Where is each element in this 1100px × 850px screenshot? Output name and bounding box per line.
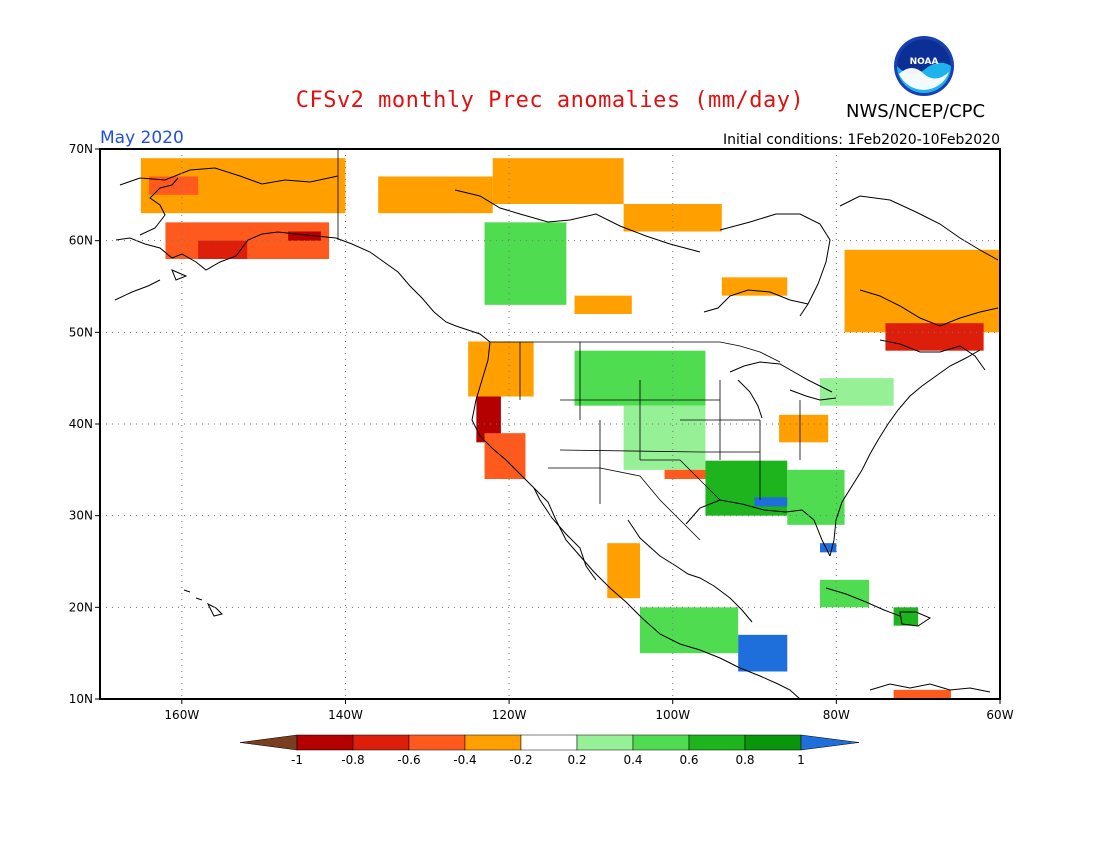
anomaly-region-29: [893, 607, 919, 626]
colorbar-bin-9: [744, 734, 802, 751]
colorbar-bin-6: [576, 734, 634, 751]
lon-tick-label-3: 100W: [655, 708, 690, 722]
anomaly-region-18: [664, 469, 714, 479]
colorbar-tick-label-1: -0.8: [341, 753, 364, 767]
lat-tick-label-5: 60N: [69, 234, 93, 248]
anomaly-region-20: [754, 497, 804, 507]
initial-conditions-label: Initial conditions: 1Feb2020-10Feb2020: [723, 132, 1000, 148]
coastlines: [114, 167, 999, 700]
lat-tick-label-3: 40N: [69, 417, 93, 431]
lon-tick-label-5: 60W: [986, 708, 1013, 722]
noaa-logo-text: NOAA: [910, 57, 939, 67]
anomaly-region-6: [492, 158, 624, 204]
lat-tick-label-6: 70N: [69, 142, 93, 156]
map-panel: [99, 148, 1001, 700]
anomaly-region-8: [484, 222, 567, 305]
anomaly-region-4: [288, 231, 321, 241]
lon-tick-label-1: 140W: [328, 708, 363, 722]
anomaly-region-27: [738, 634, 788, 672]
colorbar-tick-label-7: 0.6: [679, 753, 698, 767]
colorbar-bin-2: [352, 734, 410, 751]
anomaly-field: [140, 158, 1000, 699]
colorbar-tick-label-2: -0.6: [397, 753, 420, 767]
lon-tick-label-4: 80W: [823, 708, 850, 722]
colorbar-tick-label-3: -0.4: [453, 753, 476, 767]
lat-tick-label-1: 20N: [69, 600, 93, 614]
colorbar-bin-0: [239, 734, 298, 751]
noaa-logo: NOAA: [894, 36, 954, 96]
colorbar-bin-3: [408, 734, 466, 751]
political-boundaries: [337, 150, 801, 541]
anomaly-region-15: [484, 433, 526, 479]
anomaly-region-22: [820, 543, 837, 553]
anomaly-region-30: [893, 689, 951, 699]
lat-tick-label-0: 10N: [69, 692, 93, 706]
anomaly-region-19: [705, 460, 788, 516]
anomaly-region-23: [779, 414, 829, 443]
longitude-axis: 160W 140W 120W 100W 80W 60W: [164, 699, 1014, 722]
latitude-axis: 10N 20N 30N 40N 50N 60N 70N: [69, 142, 100, 706]
lat-tick-label-4: 50N: [69, 325, 93, 339]
colorbar-tick-label-5: 0.2: [567, 753, 586, 767]
colorbar-bin-1: [296, 734, 354, 751]
forecast-period: May 2020: [100, 128, 184, 148]
colorbar-bin-10: [800, 734, 860, 751]
colorbar-tick-label-8: 0.8: [735, 753, 754, 767]
colorbar-tick-label-0: -1: [291, 753, 303, 767]
anomaly-region-13: [468, 341, 534, 397]
colorbar-tick-label-9: 1: [797, 753, 805, 767]
colorbar-bin-7: [632, 734, 690, 751]
page-title: CFSv2 monthly Prec anomalies (mm/day): [295, 88, 805, 113]
organization-label: NWS/NCEP/CPC: [846, 101, 986, 122]
anomaly-region-25: [607, 543, 640, 599]
anomaly-region-3: [198, 240, 248, 259]
lon-tick-label-2: 120W: [492, 708, 527, 722]
colorbar-tick-label-6: 0.4: [623, 753, 642, 767]
colorbar-bin-4: [464, 734, 522, 751]
anomaly-region-1: [149, 176, 199, 195]
anomaly-region-7: [623, 204, 722, 232]
anomaly-region-24: [820, 378, 894, 406]
lat-tick-label-2: 30N: [69, 509, 93, 523]
anomaly-region-17: [623, 405, 706, 470]
colorbar-legend: -1 -0.8 -0.6 -0.4 -0.2 0.2 0.4 0.6 0.8 1: [239, 734, 860, 767]
anomaly-region-10: [721, 277, 788, 296]
colorbar-bin-5: [520, 734, 578, 751]
colorbar-tick-label-4: -0.2: [509, 753, 532, 767]
anomaly-region-11: [844, 249, 1000, 333]
colorbar-bin-8: [688, 734, 746, 751]
anomaly-region-12: [885, 323, 984, 351]
lon-tick-label-0: 160W: [164, 708, 199, 722]
anomaly-region-9: [574, 295, 632, 314]
